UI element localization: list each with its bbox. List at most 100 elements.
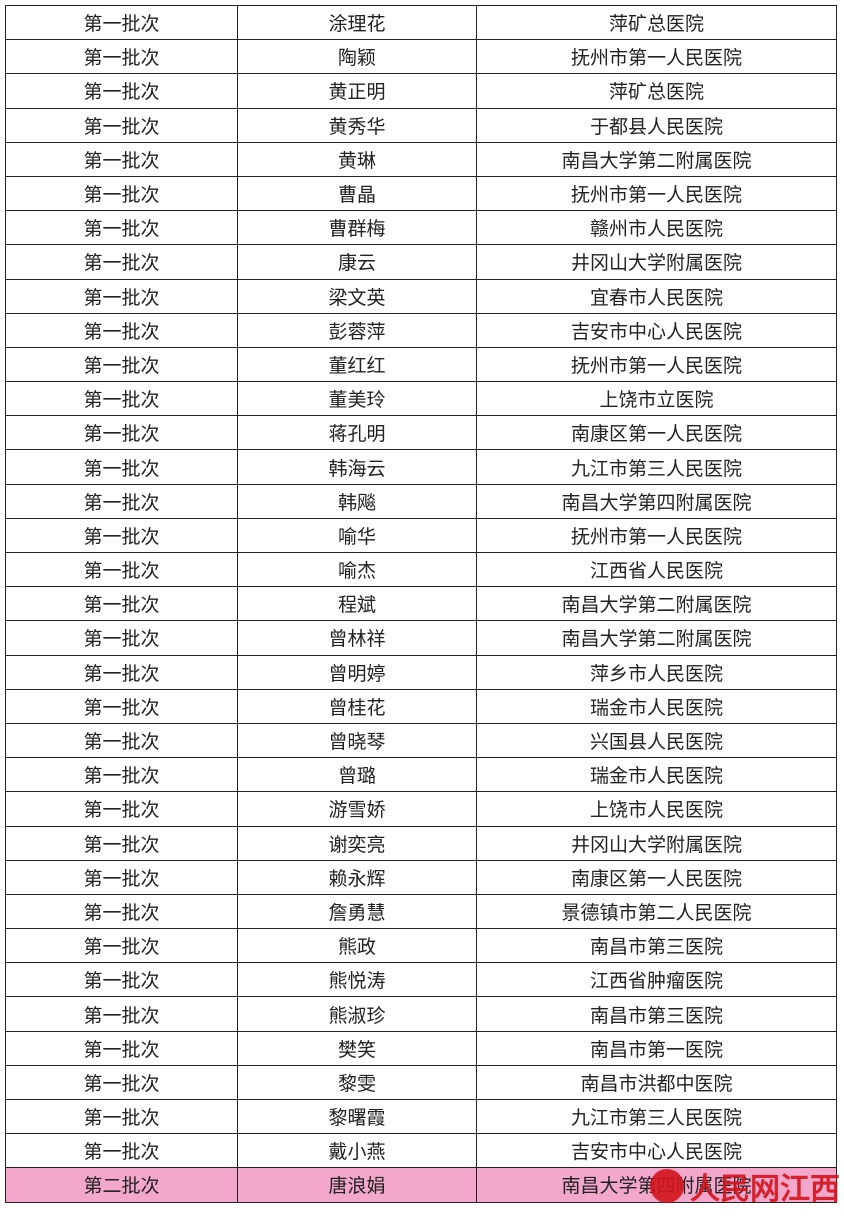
doctor-name: 曹晶 — [238, 176, 477, 211]
hospital: 抚州市第一人民医院 — [477, 347, 837, 382]
table-row: 第一批次 黎雯 南昌市洪都中医院 — [6, 1065, 837, 1100]
doctor-name: 董红红 — [238, 347, 477, 382]
batch: 第一批次 — [6, 176, 238, 211]
batch: 第一批次 — [6, 484, 238, 518]
hospital: 井冈山大学附属医院 — [477, 826, 837, 860]
table-row: 第一批次 黎曙霞 九江市第三人民医院 — [6, 1100, 837, 1135]
table-row: 第一批次 谢奕亮 井冈山大学附属医院 — [6, 826, 837, 861]
hospital: 抚州市第一人民医院 — [477, 176, 837, 211]
doctor-name: 黄正明 — [238, 74, 477, 108]
table-row: 第一批次 曾晓琴 兴国县人民医院 — [6, 723, 837, 759]
hospital: 萍矿总医院 — [477, 74, 837, 108]
table-row: 第一批次 黄秀华 于都县人民医院 — [6, 108, 837, 143]
doctor-name: 曾晓琴 — [238, 723, 477, 758]
doctor-name: 陶颖 — [238, 40, 477, 74]
hospital: 上饶市人民医院 — [477, 792, 837, 826]
batch: 第一批次 — [6, 621, 238, 655]
batch: 第一批次 — [6, 758, 238, 792]
hospital: 赣州市人民医院 — [477, 211, 837, 245]
hospital: 宜春市人民医院 — [477, 279, 837, 313]
doctor-name: 曾桂花 — [238, 689, 477, 723]
table-row: 第一批次 蒋孔明 南康区第一人民医院 — [6, 416, 837, 451]
batch: 第一批次 — [6, 1031, 238, 1065]
batch: 第一批次 — [6, 74, 238, 108]
batch: 第一批次 — [6, 587, 238, 621]
table-row: 第一批次 董红红 抚州市第一人民医院 — [6, 347, 837, 383]
doctor-name: 涂理花 — [238, 6, 477, 40]
doctor-name: 韩飚 — [238, 484, 477, 518]
batch: 第一批次 — [6, 826, 238, 860]
doctor-name: 蒋孔明 — [238, 416, 477, 450]
batch: 第一批次 — [6, 279, 238, 313]
table-row: 第一批次 戴小燕 吉安市中心人民医院 — [6, 1134, 837, 1169]
batch: 第一批次 — [6, 245, 238, 279]
hospital: 九江市第三人民医院 — [477, 450, 837, 484]
batch: 第一批次 — [6, 450, 238, 484]
doctor-name: 樊笑 — [238, 1031, 477, 1065]
batch: 第一批次 — [6, 6, 238, 40]
table-row: 第一批次 董美玲 上饶市立医院 — [6, 382, 837, 417]
hospital: 九江市第三人民医院 — [477, 1100, 837, 1134]
batch: 第一批次 — [6, 1065, 238, 1099]
hospital: 南昌大学第二附属医院 — [477, 142, 837, 176]
batch: 第一批次 — [6, 40, 238, 74]
batch: 第一批次 — [6, 553, 238, 587]
hospital: 南康区第一人民医院 — [477, 416, 837, 450]
table-row: 第一批次 梁文英 宜春市人民医院 — [6, 279, 837, 314]
table-row: 第一批次 詹勇慧 景德镇市第二人民医院 — [6, 894, 837, 930]
table-row: 第二批次唐浪娟南昌大学第四附属医院 — [6, 1168, 837, 1203]
hospital: 兴国县人民医院 — [477, 723, 837, 758]
table-row: 第一批次 程斌 南昌大学第二附属医院 — [6, 587, 837, 622]
doctor-name: 曾明婷 — [238, 655, 477, 689]
batch: 第一批次 — [6, 313, 238, 347]
batch: 第一批次 — [6, 108, 238, 142]
hospital: 于都县人民医院 — [477, 108, 837, 142]
batch: 第一批次 — [6, 1100, 238, 1134]
batch: 第一批次 — [6, 416, 238, 450]
doctor-name: 赖永辉 — [238, 860, 477, 894]
doctor-name: 熊政 — [238, 929, 477, 963]
table-row: 第一批次 曹晶 抚州市第一人民医院 — [6, 176, 837, 212]
table-row: 第一批次 曹群梅 赣州市人民医院 — [6, 211, 837, 246]
doctor-name: 黄秀华 — [238, 108, 477, 142]
table-row: 第一批次 曾桂花 瑞金市人民医院 — [6, 689, 837, 724]
doctor-name: 曾林祥 — [238, 621, 477, 655]
doctor-name: 詹勇慧 — [238, 894, 477, 929]
hospital: 吉安市中心人民医院 — [477, 313, 837, 347]
doctor-name: 程斌 — [238, 587, 477, 621]
table-row: 第一批次 熊悦涛 江西省肿瘤医院 — [6, 963, 837, 998]
hospital: 南昌大学第四附属医院 — [477, 484, 837, 518]
hospital: 景德镇市第二人民医院 — [477, 894, 837, 929]
batch: 第一批次 — [6, 382, 238, 416]
doctor-name: 唐浪娟 — [238, 1168, 477, 1202]
batch: 第一批次 — [6, 518, 238, 552]
hospital: 抚州市第一人民医院 — [477, 518, 837, 552]
batch: 第一批次 — [6, 929, 238, 963]
hospital: 南昌大学第二附属医院 — [477, 587, 837, 621]
doctor-name: 喻华 — [238, 518, 477, 552]
table-row: 第一批次 曾璐 瑞金市人民医院 — [6, 758, 837, 793]
batch: 第一批次 — [6, 997, 238, 1031]
table-row: 第一批次 樊笑 南昌市第一医院 — [6, 1031, 837, 1066]
doctor-name: 韩海云 — [238, 450, 477, 484]
batch: 第一批次 — [6, 894, 238, 929]
hospital: 江西省人民医院 — [477, 553, 837, 587]
table-row: 第一批次 康云 井冈山大学附属医院 — [6, 245, 837, 280]
hospital: 瑞金市人民医院 — [477, 758, 837, 792]
table-row: 第一批次 涂理花 萍矿总医院 — [6, 6, 837, 41]
hospital: 南昌大学第二附属医院 — [477, 621, 837, 655]
hospital: 南昌市第三医院 — [477, 929, 837, 963]
table-row: 第一批次 韩飚 南昌大学第四附属医院 — [6, 484, 837, 519]
doctor-name: 黄琳 — [238, 142, 477, 176]
hospital: 南昌市第三医院 — [477, 997, 837, 1031]
batch: 第一批次 — [6, 792, 238, 826]
doctor-name: 康云 — [238, 245, 477, 279]
table-row: 第一批次 喻杰 江西省人民医院 — [6, 553, 837, 588]
hospital: 南康区第一人民医院 — [477, 860, 837, 894]
doctor-name: 黎曙霞 — [238, 1100, 477, 1134]
logo-icon — [650, 1169, 684, 1203]
table-row: 第一批次 喻华 抚州市第一人民医院 — [6, 518, 837, 553]
table-row: 第一批次 熊政 南昌市第三医院 — [6, 929, 837, 964]
batch: 第一批次 — [6, 1134, 238, 1168]
